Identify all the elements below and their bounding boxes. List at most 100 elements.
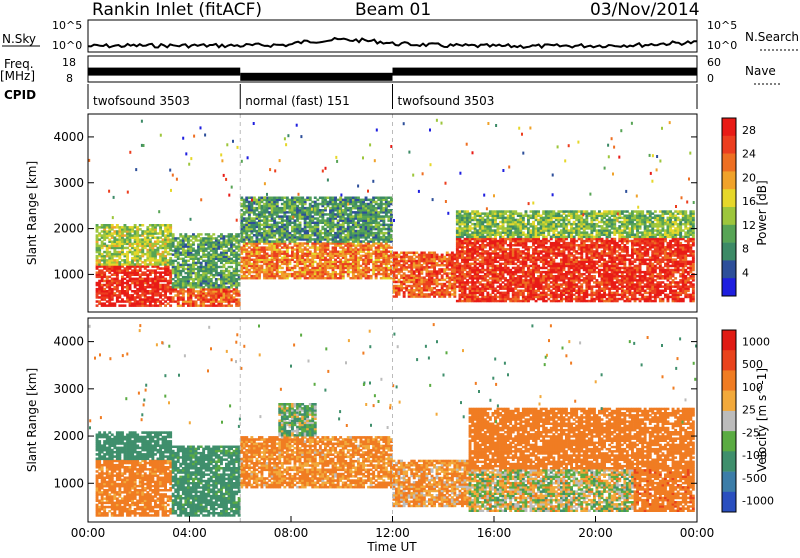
power-cell: [250, 236, 253, 239]
power-cell: [514, 248, 517, 251]
power-cell: [311, 244, 314, 246]
power-cell: [190, 294, 193, 296]
power-cell: [179, 266, 182, 268]
power-cell: [103, 271, 106, 274]
power-cell: [172, 239, 175, 241]
power-cell: [443, 283, 446, 286]
power-cell: [131, 243, 134, 246]
cpid-segment-label-2: twofsound 3503: [398, 94, 495, 108]
power-cell: [311, 253, 314, 255]
power-cell: [347, 244, 350, 246]
power-cell: [223, 264, 226, 266]
power-cell: [233, 288, 236, 290]
power-cell: [507, 279, 510, 282]
power-cell: [410, 252, 413, 255]
power-cell: [200, 266, 203, 268]
power-cell: [190, 305, 193, 307]
power-cell: [319, 261, 322, 263]
power-cell: [502, 263, 505, 266]
power-cell: [121, 298, 124, 301]
power-cell: [377, 244, 380, 246]
power-cell: [327, 277, 330, 279]
power-cell: [250, 275, 253, 277]
power-cell: [187, 243, 190, 245]
power-cell: [144, 230, 147, 233]
power-cell: [179, 278, 182, 280]
power-cell: [151, 263, 154, 266]
power-cell: [291, 234, 294, 237]
power-cell: [278, 215, 281, 218]
power-cell: [131, 226, 134, 229]
power-cell: [334, 255, 337, 257]
power-cell: [446, 252, 449, 255]
power-cell: [382, 251, 385, 253]
power-cell: [509, 298, 512, 301]
power-cell: [527, 265, 530, 268]
power-cell: [517, 290, 520, 293]
power-cell: [370, 199, 373, 202]
power-cell: [149, 284, 152, 287]
power-cell: [139, 263, 142, 266]
power-cell: [382, 267, 385, 269]
power-cell: [530, 246, 533, 249]
power-cell: [489, 269, 492, 272]
power-cell: [522, 290, 525, 293]
power-cell: [207, 256, 210, 258]
power-cell: [197, 250, 200, 252]
power-cell: [118, 261, 121, 264]
power-cell: [499, 254, 502, 256]
power-cell: [327, 201, 330, 204]
power-cell: [172, 250, 175, 252]
power-cell: [469, 263, 472, 266]
power-region-5: [240, 197, 393, 243]
power-cell: [436, 289, 439, 292]
power-cell: [190, 266, 193, 268]
power-cell: [245, 275, 248, 277]
power-cell: [464, 246, 467, 249]
power-cell: [261, 197, 264, 200]
power-cell: [344, 244, 347, 246]
power-cell: [116, 251, 119, 254]
power-cell: [344, 228, 347, 231]
power-cell: [157, 259, 160, 262]
power-cell: [512, 244, 515, 247]
power-cell: [507, 252, 510, 255]
power-cell: [304, 246, 307, 248]
power-cell: [484, 269, 487, 272]
power-cell: [144, 278, 147, 281]
power-cell: [121, 304, 124, 307]
power-cell: [245, 217, 248, 220]
power-cell: [268, 197, 271, 200]
power-cell: [200, 262, 203, 264]
power-cell: [344, 261, 347, 263]
power-cell: [347, 251, 350, 253]
power-cell: [149, 228, 152, 231]
power-cell: [337, 277, 340, 279]
power-cell: [134, 224, 137, 227]
power-cell: [248, 261, 251, 263]
power-cell: [344, 267, 347, 269]
power-cell: [220, 233, 223, 235]
power-cell: [337, 267, 340, 269]
power-cell: [382, 207, 385, 210]
power-cell: [370, 253, 373, 255]
power-cell: [494, 294, 497, 297]
power-cell: [304, 277, 307, 279]
power-cell: [187, 288, 190, 290]
power-cell: [479, 252, 482, 255]
power-cell: [314, 267, 317, 269]
power-cell: [96, 282, 99, 285]
power-cell: [319, 251, 322, 253]
power-cell: [146, 249, 149, 252]
power-cell: [311, 267, 314, 269]
power-cell: [311, 201, 314, 204]
power-cell: [314, 201, 317, 204]
power-cell: [228, 272, 231, 274]
power-cell: [456, 300, 459, 303]
power-cell: [190, 278, 193, 280]
power-cell: [512, 248, 515, 251]
power-cell: [327, 197, 330, 200]
power-cell: [387, 255, 390, 257]
power-cell: [349, 255, 352, 257]
